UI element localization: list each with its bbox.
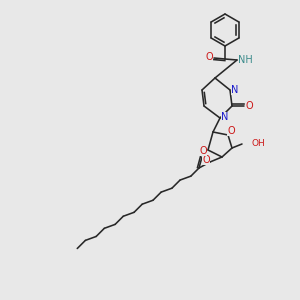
Text: NH: NH bbox=[238, 55, 253, 65]
Text: OH: OH bbox=[251, 139, 265, 148]
Text: N: N bbox=[231, 85, 239, 95]
Text: O: O bbox=[202, 155, 210, 165]
Text: O: O bbox=[245, 101, 253, 111]
Text: O: O bbox=[199, 146, 207, 156]
Text: O: O bbox=[227, 126, 235, 136]
Text: N: N bbox=[221, 112, 229, 122]
Text: O: O bbox=[205, 52, 213, 62]
